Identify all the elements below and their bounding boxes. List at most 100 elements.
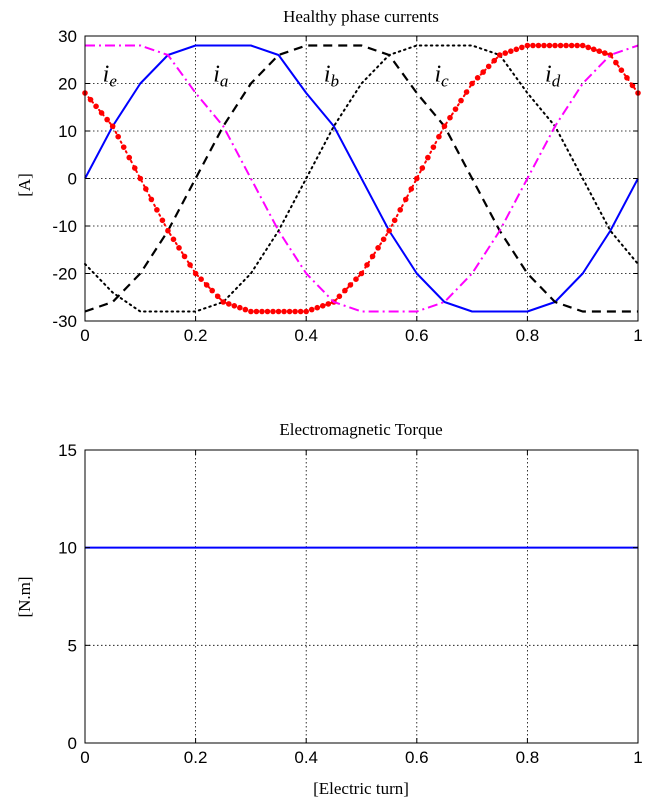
x-tick-label: 1 [633,326,642,345]
series-label-sub: a [220,72,229,91]
series-marker [447,114,453,121]
series-marker [209,287,215,294]
series-label-sub: b [331,72,340,91]
series-marker [358,270,365,277]
series-label-d: id [545,62,561,91]
series-marker [397,207,404,213]
y-tick-label: -10 [52,217,77,236]
series-marker [552,42,558,49]
series-marker [104,116,110,123]
series-label-main: i [545,62,552,88]
series-marker [436,133,442,140]
x-tick-label: 0.6 [405,748,429,767]
series-marker [408,186,415,192]
y-tick-label: 15 [58,441,77,460]
series-marker [386,227,392,234]
series-label-b: ib [324,62,339,91]
series-marker [270,308,276,315]
series-marker [524,42,531,49]
y-tick-label: 20 [58,75,77,94]
series-marker [303,308,310,315]
series-label-a: ia [213,62,228,91]
series-marker [275,308,282,315]
y-tick-label: 5 [68,636,77,655]
series-marker [579,42,586,49]
x-tick-label: 1 [633,748,642,767]
series-marker [496,52,503,58]
series-label-main: i [434,62,441,88]
y-tick-label: 10 [58,539,77,558]
x-tick-label: 0.8 [516,748,540,767]
series-label-e: ie [103,62,118,91]
series-label-main: i [213,62,220,88]
x-tick-label: 0.4 [294,326,318,345]
series-marker [369,253,376,260]
series-marker [557,42,564,49]
y-tick-label: 30 [58,27,77,46]
series-marker [441,123,448,130]
currents-tick-labels: 0 0.2 0.4 0.6 0.8 1 -30 -20 -10 0 10 20 30 [52,27,642,345]
series-marker [391,217,398,224]
series-marker [93,103,99,110]
series-marker [87,96,94,103]
series-marker [165,227,171,234]
series-marker [198,276,204,283]
series-marker [137,175,144,182]
series-marker [98,110,105,116]
series-marker [535,42,542,49]
torque-chart: Electromagnetic Torque [N.m] 0 0.2 0.4 0.6 0… [15,420,643,798]
series-marker [231,303,238,309]
torque-x-axis-label: [Electric turn] [313,779,409,798]
series-marker [491,57,498,64]
series-marker [281,308,287,315]
series-marker [602,50,608,56]
series-marker [430,144,437,150]
series-marker [380,236,387,243]
series-marker [203,282,210,288]
series-marker [187,262,193,268]
series-marker [253,308,260,315]
series-marker [292,308,298,315]
x-tick-label: 0.8 [516,326,540,345]
series-marker [314,304,321,311]
series-marker [126,154,133,161]
series-marker [319,303,326,309]
currents-y-axis-label: [A] [15,173,34,197]
x-tick-label: 0.6 [405,326,429,345]
y-tick-label: 0 [68,170,77,189]
series-marker [120,144,127,150]
y-tick-label: -20 [52,265,77,284]
series-line-4 [85,44,639,313]
series-marker [297,308,304,315]
x-tick-label: 0 [80,326,89,345]
series-marker [176,245,182,251]
series-marker [364,262,370,268]
series-label-sub: d [552,72,561,91]
series-marker [508,48,514,54]
series-marker [530,42,536,49]
torque-y-axis-label: [N.m] [15,576,34,617]
series-marker [474,75,481,81]
series-marker [452,106,459,112]
series-marker [590,46,597,53]
series-marker [154,207,160,213]
series-marker [259,308,265,315]
currents-chart-title: Healthy phase currents [283,7,439,26]
series-marker [353,276,359,283]
series-marker [225,301,232,307]
series-marker [347,282,354,288]
y-tick-label: 0 [68,734,77,753]
series-label-sub: e [109,72,117,91]
series-marker [143,186,149,192]
series-marker [469,80,475,87]
series-marker [109,123,116,130]
series-marker [148,196,155,203]
series-marker [375,245,381,251]
series-marker [485,63,492,70]
series-marker [237,304,243,311]
series-marker [181,253,188,260]
series-marker [220,299,227,305]
torque-chart-title: Electromagnetic Torque [279,420,442,439]
